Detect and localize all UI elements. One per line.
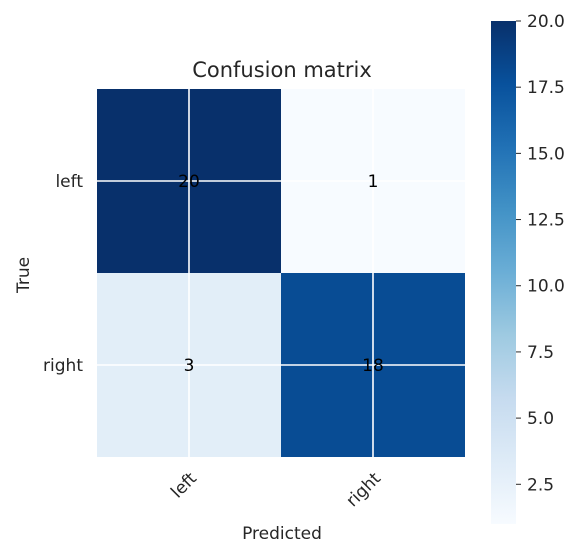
colorbar-tick-label: 15.0 (527, 144, 565, 164)
colorbar-tick-label: 7.5 (527, 343, 554, 363)
colorbar (491, 21, 516, 524)
colorbar-tick-label: 10.0 (527, 277, 565, 297)
matrix-cells (97, 89, 465, 457)
colorbar-tick-label: 5.0 (527, 409, 554, 429)
x-tick-labels: left right (167, 469, 385, 512)
colorbar-tick-label: 17.5 (527, 78, 565, 98)
y-axis-label: True (14, 257, 34, 294)
cell-value-label: 18 (362, 356, 384, 376)
cell-value-label: 20 (178, 172, 200, 192)
cell-value-labels: 20 1 3 18 (178, 172, 384, 376)
y-tick-label: left (55, 172, 83, 192)
colorbar-ticks: 2.5 5.0 7.5 10.0 12.5 15.0 17.5 20.0 (516, 12, 565, 495)
x-tick-label: left (167, 469, 201, 503)
y-tick-labels: left right (43, 172, 83, 376)
y-tick-label: right (43, 356, 83, 376)
chart-title: Confusion matrix (192, 58, 372, 82)
colorbar-tick-label: 12.5 (527, 211, 565, 231)
cell-value-label: 1 (368, 172, 379, 192)
matrix-gridlines (97, 89, 465, 457)
colorbar-tick-label: 20.0 (527, 12, 565, 32)
cell-value-label: 3 (184, 356, 195, 376)
x-axis-label: Predicted (242, 524, 322, 544)
colorbar-tick-label: 2.5 (527, 475, 554, 495)
x-tick-label: right (343, 469, 386, 512)
